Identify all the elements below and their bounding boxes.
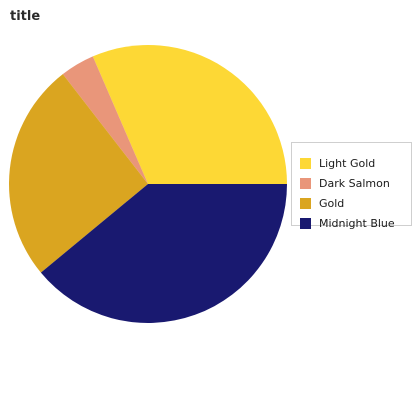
- legend-swatch-gold: [300, 197, 311, 209]
- legend-label-gold: Gold: [319, 196, 345, 210]
- chart-title: title: [10, 9, 41, 24]
- legend-label-dark-salmon: Dark Salmon: [319, 176, 390, 190]
- legend-swatch-light-gold: [300, 157, 311, 169]
- legend-swatch-dark-salmon: [300, 177, 311, 189]
- legend-item-gold: Gold: [300, 194, 344, 212]
- legend-item-dark-salmon: Dark Salmon: [300, 174, 390, 192]
- legend: Light Gold Dark Salmon Gold Midnight Blu…: [291, 142, 412, 230]
- pie-chart: [9, 44, 288, 323]
- pie-slice-dark-salmon: [62, 56, 149, 184]
- legend-item-midnight-blue: Midnight Blue: [300, 214, 395, 232]
- pie-slice-midnight-blue: [40, 184, 288, 323]
- legend-label-midnight-blue: Midnight Blue: [319, 216, 395, 230]
- legend-swatch-midnight-blue: [300, 217, 311, 229]
- legend-item-light-gold: Light Gold: [300, 154, 375, 172]
- pie-slice-gold: [9, 74, 148, 273]
- pie-slice-light-gold: [92, 44, 287, 185]
- legend-label-light-gold: Light Gold: [319, 156, 376, 170]
